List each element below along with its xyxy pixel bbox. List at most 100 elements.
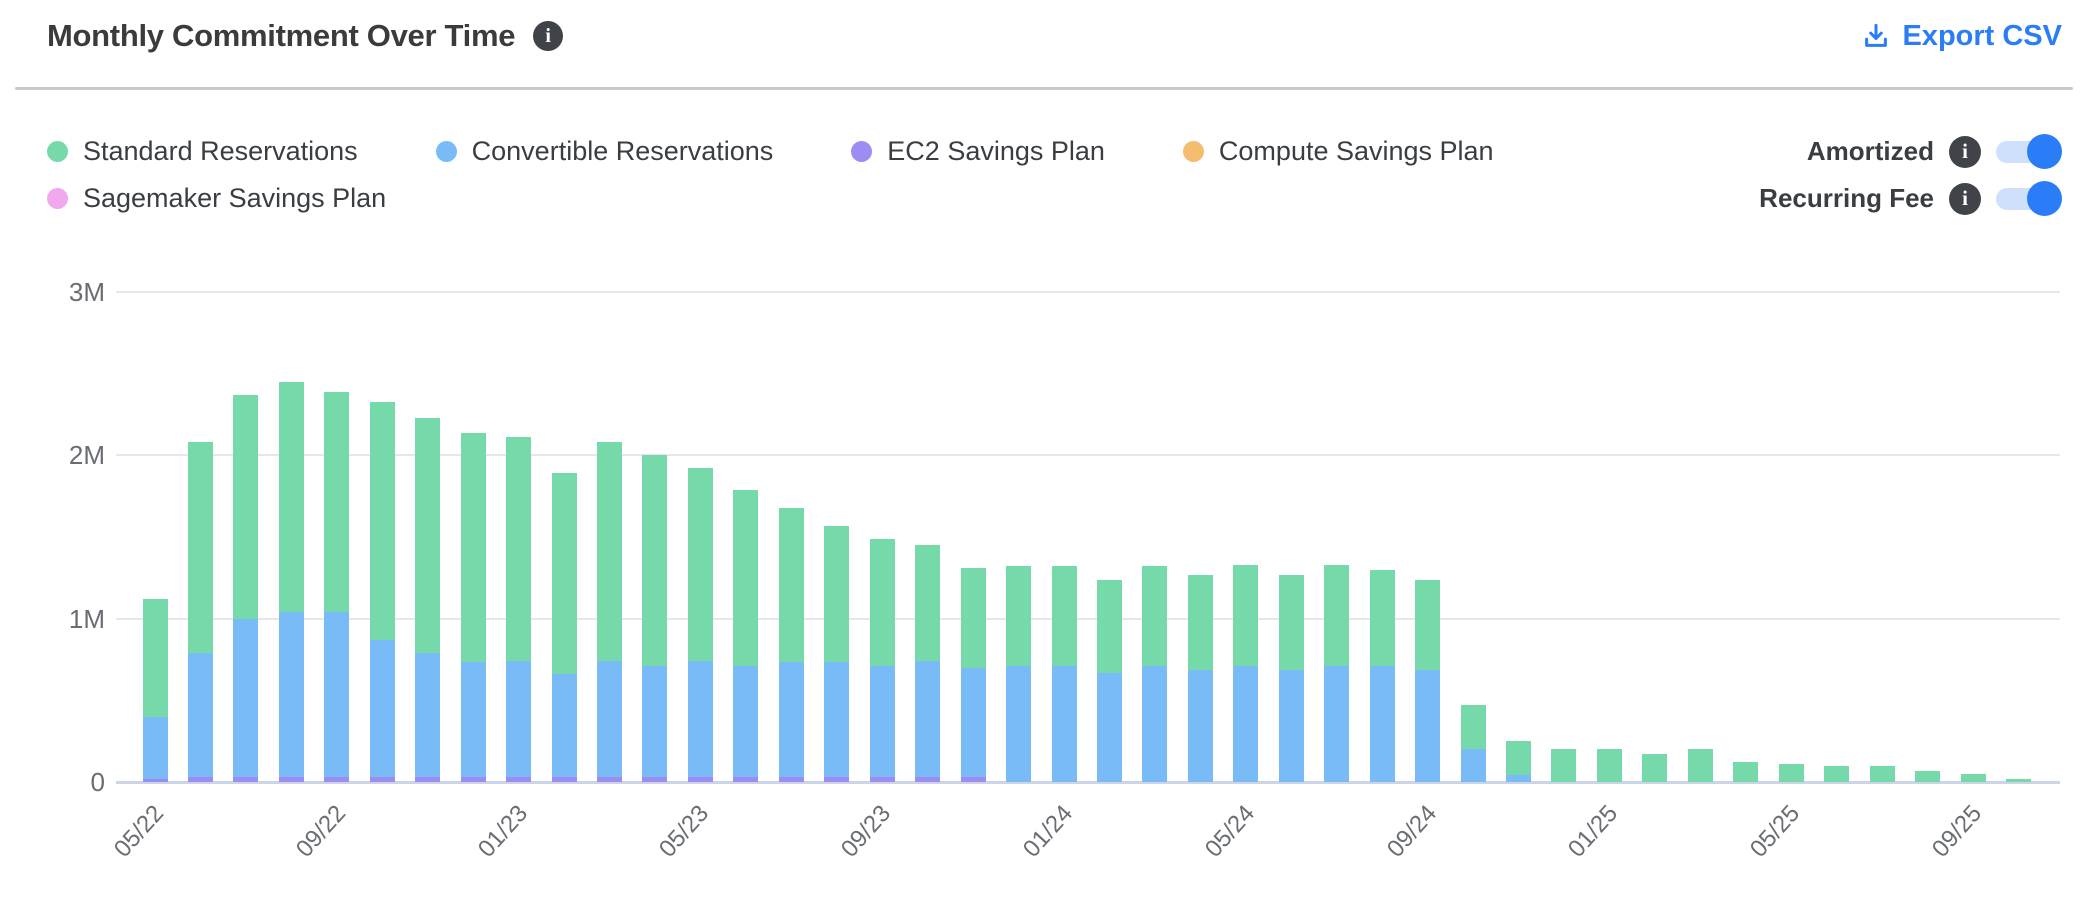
bar-segment[interactable] <box>1142 666 1167 782</box>
bar-segment[interactable] <box>915 661 940 777</box>
bar-segment[interactable] <box>961 668 986 777</box>
bar-segment[interactable] <box>597 442 622 661</box>
legend-item-1[interactable]: Standard Reservations <box>47 136 358 167</box>
title-info-icon[interactable]: i <box>533 21 564 51</box>
bar-segment[interactable] <box>461 661 486 777</box>
bar-segment[interactable] <box>324 392 349 612</box>
bar-segment[interactable] <box>779 777 804 782</box>
bar-segment[interactable] <box>506 777 531 782</box>
bar-segment[interactable] <box>824 661 849 777</box>
bar-segment[interactable] <box>1461 705 1486 749</box>
bar-segment[interactable] <box>1688 749 1713 782</box>
bar-segment[interactable] <box>688 468 713 661</box>
bar-segment[interactable] <box>1961 774 1986 782</box>
bar-segment[interactable] <box>370 777 395 782</box>
bar-segment[interactable] <box>915 777 940 782</box>
bar-segment[interactable] <box>506 661 531 777</box>
bar-segment[interactable] <box>324 612 349 777</box>
bar-segment[interactable] <box>233 777 258 782</box>
bar-segment[interactable] <box>961 777 986 782</box>
bar-segment[interactable] <box>688 777 713 782</box>
bar-segment[interactable] <box>1597 749 1622 782</box>
bar-segment[interactable] <box>824 526 849 662</box>
bar-segment[interactable] <box>1779 764 1804 782</box>
bar-segment[interactable] <box>279 777 304 782</box>
recurring-fee-toggle-switch[interactable] <box>1996 180 2062 217</box>
bar-segment[interactable] <box>1415 669 1440 782</box>
bar-segment[interactable] <box>143 599 168 717</box>
bar-segment[interactable] <box>1733 762 1758 782</box>
bar-segment[interactable] <box>1188 575 1213 670</box>
bar-segment[interactable] <box>324 777 349 782</box>
bar-segment[interactable] <box>1006 666 1031 782</box>
bar-segment[interactable] <box>642 777 667 782</box>
bar-segment[interactable] <box>597 777 622 782</box>
bar-segment[interactable] <box>733 666 758 777</box>
bar-segment[interactable] <box>1370 570 1395 666</box>
bar-segment[interactable] <box>279 382 304 612</box>
bar-segment[interactable] <box>824 777 849 782</box>
bar-segment[interactable] <box>1279 669 1304 782</box>
bar-segment[interactable] <box>1915 771 1940 782</box>
bar-segment[interactable] <box>870 777 895 782</box>
bar-segment[interactable] <box>779 508 804 662</box>
bar-segment[interactable] <box>415 777 440 782</box>
bar-segment[interactable] <box>188 442 213 653</box>
bar-segment[interactable] <box>870 539 895 666</box>
bar-segment[interactable] <box>233 619 258 777</box>
bar-segment[interactable] <box>1142 566 1167 666</box>
bar-segment[interactable] <box>642 666 667 777</box>
legend-item-2[interactable]: Convertible Reservations <box>435 136 773 167</box>
bar-segment[interactable] <box>233 395 258 619</box>
bar-segment[interactable] <box>188 777 213 782</box>
bar-segment[interactable] <box>1461 749 1486 782</box>
amortized-info-icon[interactable]: i <box>1949 135 1981 168</box>
bar-segment[interactable] <box>143 717 168 779</box>
bar-segment[interactable] <box>1551 749 1576 782</box>
bar-segment[interactable] <box>1506 741 1531 775</box>
bar-segment[interactable] <box>1324 666 1349 782</box>
bar-segment[interactable] <box>461 433 486 662</box>
bar-segment[interactable] <box>552 473 577 674</box>
bar-segment[interactable] <box>642 455 667 666</box>
bar-segment[interactable] <box>1642 754 1667 782</box>
recurring-fee-info-icon[interactable]: i <box>1949 182 1981 215</box>
bar-segment[interactable] <box>143 779 168 782</box>
bar-segment[interactable] <box>415 653 440 777</box>
bar-segment[interactable] <box>1324 565 1349 666</box>
bar-segment[interactable] <box>415 418 440 653</box>
bar-segment[interactable] <box>1506 775 1531 782</box>
amortized-toggle-switch[interactable] <box>1996 133 2062 170</box>
bar-segment[interactable] <box>461 777 486 782</box>
bar-segment[interactable] <box>1233 565 1258 666</box>
export-csv-button[interactable]: Export CSV <box>1861 20 2062 53</box>
legend-item-3[interactable]: EC2 Savings Plan <box>851 136 1105 167</box>
bar-segment[interactable] <box>1006 566 1031 666</box>
bar-segment[interactable] <box>733 490 758 666</box>
bar-segment[interactable] <box>1097 580 1122 673</box>
bar-segment[interactable] <box>688 661 713 777</box>
bar-segment[interactable] <box>506 437 531 661</box>
bar-segment[interactable] <box>552 674 577 777</box>
bar-segment[interactable] <box>961 568 986 668</box>
bar-segment[interactable] <box>370 640 395 777</box>
bar-segment[interactable] <box>1824 766 1849 782</box>
bar-segment[interactable] <box>188 653 213 777</box>
bar-segment[interactable] <box>1415 580 1440 670</box>
bar-segment[interactable] <box>1370 666 1395 782</box>
bar-segment[interactable] <box>370 402 395 640</box>
bar-segment[interactable] <box>597 661 622 777</box>
bar-segment[interactable] <box>1233 666 1258 782</box>
legend-item-5[interactable]: Sagemaker Savings Plan <box>47 183 386 214</box>
bar-segment[interactable] <box>552 777 577 782</box>
bar-segment[interactable] <box>1279 575 1304 670</box>
bar-segment[interactable] <box>1097 673 1122 782</box>
bar-segment[interactable] <box>733 777 758 782</box>
bar-segment[interactable] <box>870 666 895 777</box>
bar-segment[interactable] <box>779 661 804 777</box>
legend-item-4[interactable]: Compute Savings Plan <box>1182 136 1494 167</box>
bar-segment[interactable] <box>1870 766 1895 782</box>
bar-segment[interactable] <box>1188 669 1213 782</box>
bar-segment[interactable] <box>2006 779 2031 782</box>
bar-segment[interactable] <box>915 545 940 661</box>
